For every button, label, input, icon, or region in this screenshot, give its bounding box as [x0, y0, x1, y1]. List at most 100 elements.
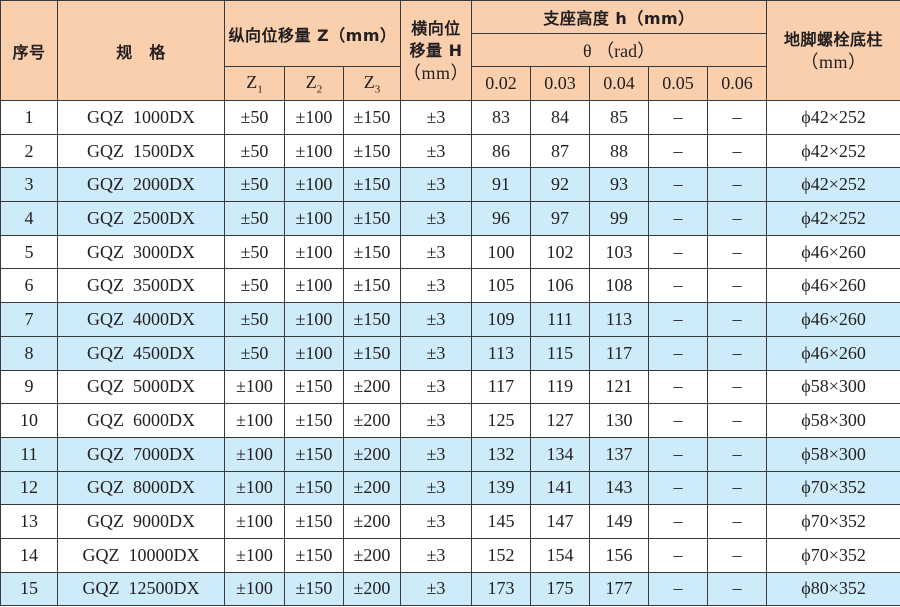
z-base: Z	[246, 71, 258, 92]
cell-spec: GQZ 4000DX	[57, 302, 225, 337]
cell-h006: –	[706, 537, 768, 573]
cell-z3: ±200	[343, 571, 401, 607]
header-height-group: 支座高度 h（mm）	[470, 0, 768, 34]
cell-z1: ±100	[224, 403, 285, 438]
cell-bolt: ϕ70×352	[766, 537, 900, 573]
cell-z1: ±50	[224, 201, 285, 236]
cell-bolt: ϕ42×252	[766, 167, 900, 203]
cell-z2: ±150	[284, 571, 344, 607]
cell-bolt: ϕ70×352	[766, 504, 900, 539]
cell-z1: ±50	[224, 302, 285, 337]
header-theta-0.02: 0.02	[471, 66, 531, 101]
header-theta-0.06: 0.06	[706, 66, 768, 101]
header-h-line1: 横向位	[411, 18, 461, 38]
cell-z1: ±100	[224, 436, 285, 472]
cell-h006: –	[706, 167, 768, 203]
cell-h002: 117	[471, 369, 531, 405]
cell-no: 7	[0, 302, 58, 337]
header-z3: Z3	[343, 66, 401, 101]
cell-z1: ±50	[224, 100, 285, 135]
z-subscript: 1	[257, 83, 263, 96]
cell-h004: 117	[589, 335, 649, 371]
cell-z3: ±200	[343, 504, 401, 539]
cell-h: ±3	[400, 234, 472, 270]
cell-z2: ±100	[284, 302, 344, 337]
header-no: 序号	[0, 0, 58, 101]
cell-bolt: ϕ42×252	[766, 201, 900, 236]
cell-h004: 85	[589, 100, 649, 135]
table-row: 5 GQZ 3000DX ±50 ±100 ±150 ±3 100 102 103– – ϕ46×2…	[0, 234, 900, 270]
cell-h002: 100	[471, 234, 531, 270]
table-row: 2 GQZ 1500DX ±50 ±100 ±150 ±3 86 87 88– – ϕ42×252	[0, 133, 900, 169]
cell-z3: ±150	[343, 133, 401, 169]
cell-z3: ±150	[343, 100, 401, 135]
z-base: Z	[305, 71, 317, 92]
cell-h005: –	[648, 571, 708, 607]
cell-z2: ±100	[284, 100, 344, 135]
cell-h004: 93	[589, 167, 649, 203]
cell-bolt: ϕ42×252	[766, 100, 900, 135]
table-row: 11 GQZ 7000DX ±100 ±150 ±200 ±3 132 134 137– – ϕ58…	[0, 436, 900, 472]
cell-h002: 139	[471, 470, 531, 506]
cell-bolt: ϕ46×260	[766, 302, 900, 337]
cell-z1: ±100	[224, 537, 285, 573]
cell-h003: 84	[530, 100, 590, 135]
cell-spec: GQZ 2000DX	[57, 167, 225, 203]
table-row: 7 GQZ 4000DX ±50 ±100 ±150 ±3 109 111 113– – ϕ46×2…	[0, 302, 900, 337]
cell-h002: 83	[471, 100, 531, 135]
cell-h004: 99	[589, 201, 649, 236]
cell-h004: 88	[589, 133, 649, 169]
cell-h002: 109	[471, 302, 531, 337]
cell-h006: –	[706, 100, 768, 135]
header-h-line3: （mm）	[402, 62, 469, 83]
cell-z3: ±150	[343, 302, 401, 337]
cell-h: ±3	[400, 201, 472, 236]
cell-z2: ±100	[284, 133, 344, 169]
cell-h002: 86	[471, 133, 531, 169]
z-base: Z	[363, 71, 375, 92]
cell-h005: –	[648, 201, 708, 236]
cell-h: ±3	[400, 167, 472, 203]
header-theta: θ （rad）	[470, 33, 768, 67]
cell-h: ±3	[400, 537, 472, 573]
cell-no: 3	[0, 167, 58, 203]
cell-h005: –	[648, 504, 708, 539]
cell-spec: GQZ 5000DX	[57, 369, 225, 405]
cell-h004: 113	[589, 302, 649, 337]
cell-h003: 175	[530, 571, 590, 607]
cell-h004: 103	[589, 234, 649, 270]
cell-h006: –	[706, 436, 768, 472]
cell-h003: 127	[530, 403, 590, 438]
table-row: 4 GQZ 2500DX ±50 ±100 ±150 ±3 96 97 99– – ϕ42×252	[0, 201, 900, 236]
cell-h003: 141	[530, 470, 590, 506]
cell-bolt: ϕ58×300	[766, 436, 900, 472]
header-theta-0.05: 0.05	[648, 66, 708, 101]
cell-h: ±3	[400, 268, 472, 304]
cell-h003: 115	[530, 335, 590, 371]
header-bolt-line2: （mm）	[800, 51, 867, 72]
header-theta-0.03: 0.03	[530, 66, 590, 101]
cell-z1: ±50	[224, 234, 285, 270]
cell-no: 4	[0, 201, 58, 236]
cell-no: 8	[0, 335, 58, 371]
cell-h: ±3	[400, 335, 472, 371]
cell-z1: ±100	[224, 369, 285, 405]
cell-h003: 154	[530, 537, 590, 573]
cell-no: 2	[0, 133, 58, 169]
cell-z1: ±100	[224, 504, 285, 539]
cell-spec: GQZ 2500DX	[57, 201, 225, 236]
cell-h005: –	[648, 100, 708, 135]
cell-h006: –	[706, 234, 768, 270]
cell-h: ±3	[400, 504, 472, 539]
cell-h002: 91	[471, 167, 531, 203]
cell-h004: 137	[589, 436, 649, 472]
header-z1: Z1	[224, 66, 285, 101]
cell-h002: 145	[471, 504, 531, 539]
cell-no: 14	[0, 537, 58, 573]
cell-spec: GQZ 3000DX	[57, 234, 225, 270]
cell-h003: 87	[530, 133, 590, 169]
cell-h004: 177	[589, 571, 649, 607]
cell-z2: ±150	[284, 436, 344, 472]
cell-bolt: ϕ80×352	[766, 571, 900, 607]
header-bolt: 地脚螺栓底柱 （mm）	[766, 0, 900, 101]
